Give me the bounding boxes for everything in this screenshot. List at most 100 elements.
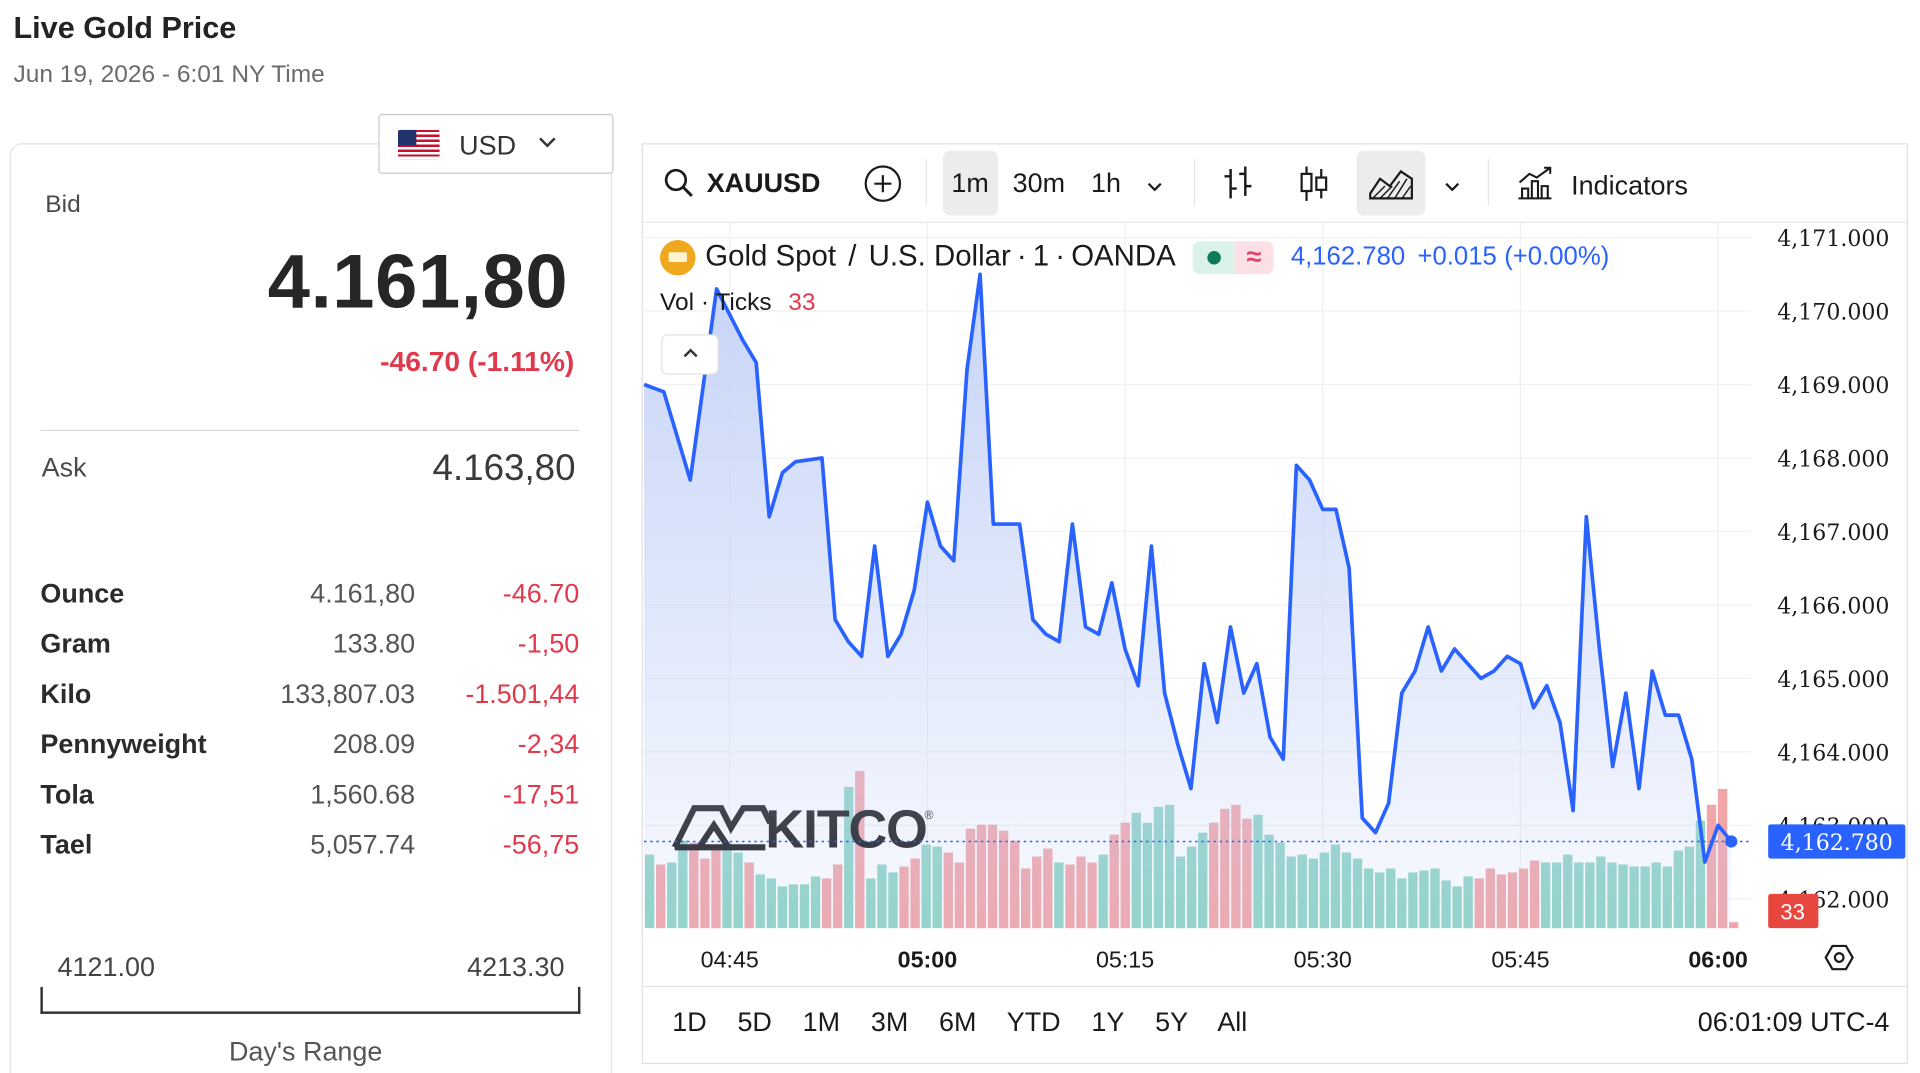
- unit-change: -56,75: [502, 828, 580, 860]
- range-ytd[interactable]: YTD: [1006, 1006, 1061, 1038]
- unit-name: Tael: [40, 828, 93, 860]
- x-tick-label: 05:30: [1294, 946, 1352, 972]
- unit-price: 208.09: [332, 728, 416, 760]
- legend-interval: 1: [1032, 240, 1050, 274]
- indicators-button[interactable]: Indicators: [1515, 164, 1688, 203]
- y-tick-label: 4,168.000: [1777, 448, 1889, 473]
- ohlc-bars-icon: [1224, 166, 1252, 199]
- price-area: [644, 274, 1732, 929]
- ask-price: 4.163,80: [432, 448, 576, 489]
- legend-dot: ·: [1055, 240, 1066, 274]
- range-1m[interactable]: 1M: [802, 1006, 841, 1038]
- interval-dropdown[interactable]: [1145, 171, 1165, 203]
- y-tick-label: 4,165.000: [1777, 668, 1889, 693]
- interval-1m[interactable]: 1m: [951, 167, 989, 199]
- y-tick-label: 4,164.000: [1777, 741, 1889, 766]
- bid-label: Bid: [45, 191, 81, 218]
- last-price-marker: [1725, 835, 1738, 848]
- currency-label: USD: [459, 129, 517, 161]
- unit-change: -46.70: [502, 577, 580, 609]
- unit-name: Kilo: [40, 678, 92, 709]
- unit-row-kilo: Kilo 133,807.03 -1.501,44: [40, 676, 581, 726]
- chart-clock: 06:01:09 UTC-4: [1697, 1006, 1890, 1038]
- tilde-icon: ≈: [1234, 240, 1274, 274]
- range-all[interactable]: All: [1217, 1006, 1248, 1038]
- chevron-down-icon: [1445, 182, 1460, 192]
- x-tick-label: 05:00: [898, 946, 957, 972]
- interval-30m[interactable]: 30m: [1012, 167, 1066, 199]
- price-chart[interactable]: 4,162.0004,163.0004,164.0004,165.0004,16…: [643, 144, 1907, 984]
- price-line: [643, 272, 1733, 864]
- y-tick-label: 4,167.000: [1777, 521, 1889, 546]
- search-icon: [664, 168, 693, 197]
- chart-type-dropdown[interactable]: [1442, 171, 1462, 203]
- chart-settings-icon-center: [1833, 952, 1845, 963]
- legend-instrument: Gold Spot: [705, 240, 837, 274]
- unit-row-ounce: Ounce 4.161,80 -46.70: [40, 576, 581, 626]
- legend-change: +0.015: [1417, 242, 1497, 271]
- volume-tag: [1768, 893, 1819, 929]
- collapse-legend-button[interactable]: [661, 334, 719, 375]
- area-chart-type-button[interactable]: [1368, 164, 1415, 208]
- range-5y[interactable]: 5Y: [1155, 1006, 1189, 1038]
- bar-chart-type-button[interactable]: [1221, 164, 1255, 211]
- interval-1h[interactable]: 1h: [1091, 167, 1122, 199]
- unit-price: 1,560.68: [310, 778, 416, 810]
- unit-name: Gram: [40, 628, 111, 659]
- indicators-icon: [1518, 166, 1552, 200]
- market-open-icon: [1192, 240, 1235, 274]
- unit-name: Ounce: [40, 577, 125, 609]
- indicators-label: Indicators: [1571, 170, 1688, 201]
- chart-settings-icon[interactable]: [1824, 944, 1854, 971]
- bid-change: -46.70 (-1.11%): [380, 345, 575, 378]
- page-timestamp: Jun 19, 2026 - 6:01 NY Time: [13, 61, 325, 89]
- gold-icon: [660, 239, 696, 275]
- legend-separator: /: [848, 240, 857, 274]
- price-tag: [1768, 824, 1906, 859]
- range-selector: 1D 5D 1M 3M 6M YTD 1Y 5Y All: [672, 1007, 1270, 1039]
- range-6m[interactable]: 6M: [939, 1006, 977, 1038]
- y-tick-label: 4,169.000: [1777, 374, 1889, 399]
- legend-dot: ·: [1016, 240, 1027, 274]
- legend-last-price: 4,162.780: [1290, 242, 1406, 271]
- volume-legend: Vol · Ticks 33: [660, 289, 815, 317]
- candle-chart-type-button[interactable]: [1297, 164, 1331, 211]
- range-1d[interactable]: 1D: [672, 1006, 707, 1038]
- unit-row-tael: Tael 5,057.74 -56,75: [40, 827, 581, 877]
- symbol-search-button[interactable]: XAUUSD: [662, 167, 820, 200]
- add-circle-icon: [864, 165, 902, 202]
- x-tick-label: 05:15: [1096, 946, 1154, 972]
- unit-change: -1.501,44: [465, 678, 580, 709]
- days-range-low: 4121.00: [57, 951, 155, 983]
- page-title: Live Gold Price: [13, 11, 237, 46]
- unit-name: Pennyweight: [40, 728, 207, 760]
- currency-select[interactable]: USD: [378, 113, 614, 174]
- unit-change: -2,34: [517, 728, 580, 760]
- days-range-label: Day's Range: [228, 1035, 383, 1067]
- ask-label: Ask: [41, 451, 87, 483]
- divider: [40, 429, 580, 432]
- y-tick-label: 4,166.000: [1777, 594, 1889, 619]
- range-5d[interactable]: 5D: [737, 1006, 772, 1038]
- candlestick-icon: [1300, 166, 1328, 201]
- unit-change: -17,51: [502, 778, 580, 810]
- bid-price: 4.161,80: [267, 240, 569, 325]
- legend-change-pct: (+0.00%): [1504, 242, 1610, 271]
- volume-value: 33: [788, 288, 816, 316]
- chevron-up-icon: [683, 348, 697, 358]
- range-3m[interactable]: 3M: [870, 1006, 909, 1038]
- unit-table: Ounce 4.161,80 -46.70 Gram 133.80 -1,50 …: [40, 576, 581, 877]
- unit-row-tola: Tola 1,560.68 -17,51: [40, 776, 581, 826]
- x-tick-label: 06:00: [1688, 946, 1747, 972]
- volume-tag-label: 33: [1780, 900, 1805, 925]
- y-tick-label: 4,170.000: [1777, 301, 1889, 326]
- market-status-pill[interactable]: ≈: [1192, 240, 1274, 274]
- compare-button[interactable]: [863, 164, 902, 211]
- range-1y[interactable]: 1Y: [1091, 1006, 1125, 1038]
- y-tick-label: 4,171.000: [1777, 227, 1889, 252]
- volume-bar: [1728, 922, 1739, 929]
- price-tag-label: 4,162.780: [1781, 831, 1893, 856]
- x-tick-label: 04:45: [701, 946, 759, 972]
- legend-quote-currency: U.S. Dollar: [868, 240, 1011, 274]
